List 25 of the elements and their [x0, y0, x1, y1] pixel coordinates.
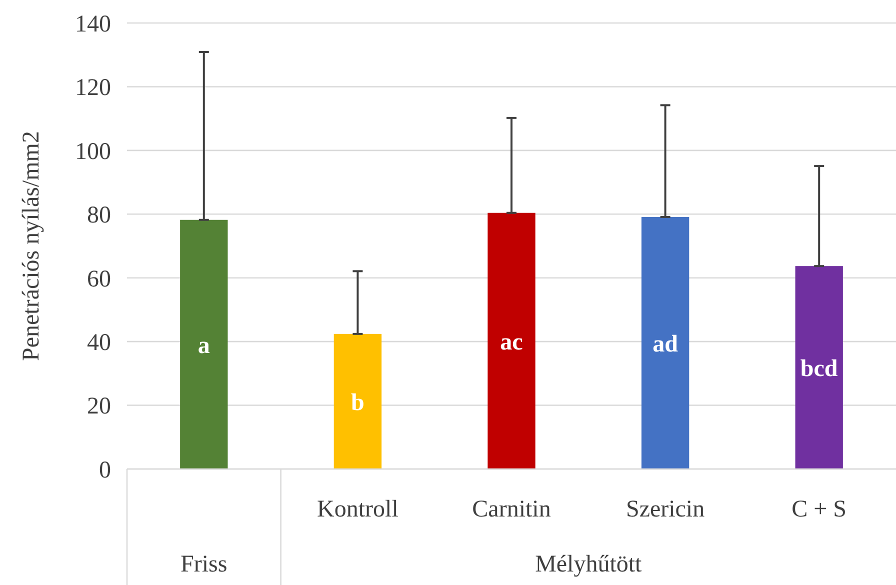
bar [641, 217, 690, 469]
y-tick-label: 100 [75, 138, 111, 165]
x-tick-label: Szericin [626, 496, 705, 522]
y-axis-title: Penetrációs nyílás/mm2 [18, 131, 44, 361]
data-label: ac [500, 329, 524, 356]
y-tick-label: 40 [87, 330, 111, 356]
y-tick-label: 0 [99, 457, 111, 484]
bar [180, 220, 228, 469]
y-tick-label: 120 [75, 75, 111, 102]
x-tick-label: C + S [792, 496, 847, 522]
y-tick-label: 60 [87, 266, 111, 292]
x-tick-label: Kontroll [317, 496, 399, 522]
text: Friss [180, 551, 228, 578]
bar [334, 334, 382, 469]
y-tick-label: 80 [87, 202, 111, 229]
text: Mélyhűtött [535, 551, 642, 578]
data-label: bcd [800, 356, 838, 382]
data-label: b [351, 390, 364, 416]
y-tick-label: 20 [87, 394, 111, 420]
y-tick-label: 140 [75, 11, 111, 38]
data-label: ad [652, 331, 679, 358]
bar [488, 212, 536, 469]
bar [795, 266, 843, 469]
x-tick-label: Carnitin [472, 496, 551, 522]
data-label: a [198, 332, 210, 359]
